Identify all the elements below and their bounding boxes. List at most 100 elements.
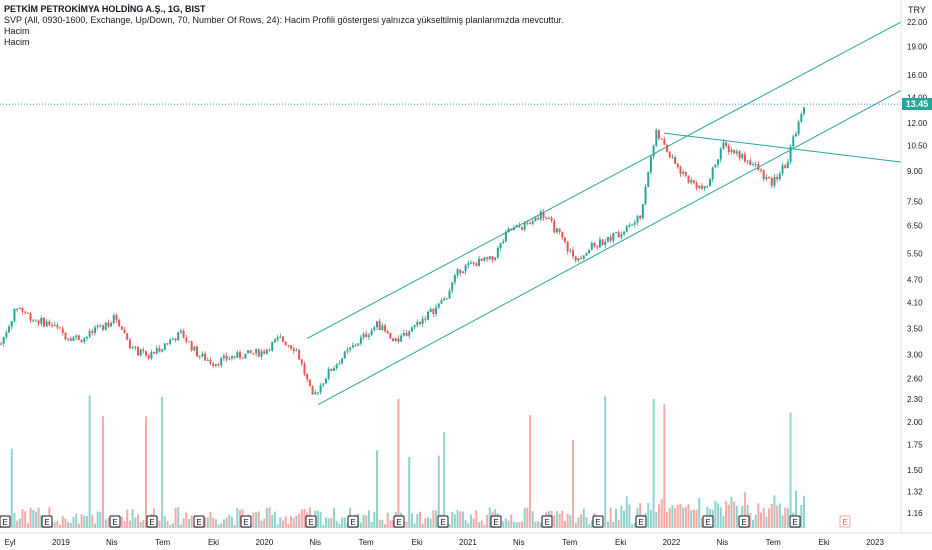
volume-bar xyxy=(730,496,733,528)
candle-body xyxy=(166,343,169,345)
time-tick-label: Eki xyxy=(615,538,626,547)
candle-body xyxy=(539,211,542,220)
volume-bar xyxy=(397,398,400,528)
earnings-marker-letter: E xyxy=(44,518,49,527)
candle-body xyxy=(67,338,70,340)
channel-trendlines[interactable] xyxy=(306,21,902,406)
candle-body xyxy=(341,358,344,364)
volume-bar xyxy=(93,523,96,528)
volume-bar xyxy=(416,514,419,528)
volume-bar xyxy=(287,523,290,528)
candle-body xyxy=(306,374,309,380)
candle-body xyxy=(445,298,448,300)
candle-body xyxy=(644,186,647,205)
earnings-marker xyxy=(393,515,405,528)
volume-bar xyxy=(21,509,24,528)
earnings-marker xyxy=(839,515,851,528)
candle-body xyxy=(526,222,529,224)
candle-body xyxy=(655,130,658,146)
candle-body xyxy=(5,332,8,337)
volume-bar xyxy=(639,502,642,528)
volume-bar xyxy=(566,513,569,528)
volume-bar xyxy=(690,510,693,528)
candle-body xyxy=(633,222,636,225)
volume-bar xyxy=(392,520,395,528)
candle-body xyxy=(550,217,553,221)
volume-bar xyxy=(134,517,137,528)
volume-bar xyxy=(749,512,752,528)
candle-body xyxy=(738,151,741,159)
legend-svp[interactable]: SVP (All, 0930-1600, Exchange, Up/Down, … xyxy=(4,15,564,25)
price-tick-label: 7.50 xyxy=(907,198,923,207)
price-tick-label: 2.60 xyxy=(907,374,923,383)
candle-body xyxy=(792,136,795,147)
volume-bar xyxy=(786,508,789,528)
price-tick-label: 16.00 xyxy=(907,71,928,80)
candle-body xyxy=(120,326,123,330)
price-axis[interactable]: 22.00 19.00 16.00 14.00 12.00 10.50 9.00 7.50 6.… xyxy=(907,18,928,518)
candle-body xyxy=(346,349,349,352)
candle-body xyxy=(2,336,5,344)
volume-bar xyxy=(700,517,703,528)
candle-body xyxy=(797,121,800,134)
earnings-marker-letter: E xyxy=(243,518,248,527)
candle-body xyxy=(155,348,158,354)
candlestick-series xyxy=(0,106,805,396)
candle-body xyxy=(220,358,223,366)
volume-bar xyxy=(268,507,271,528)
candle-body xyxy=(625,226,628,232)
volume-bar xyxy=(633,522,636,528)
volume-bar xyxy=(273,511,276,528)
time-axis[interactable]: Eyl 2019 Nis Tem Eki 2020 Nis Tem Eki 2021 Nis Tem E… xyxy=(4,538,884,547)
volume-bar xyxy=(56,520,59,528)
volume-bar xyxy=(222,519,225,528)
candle-body xyxy=(453,275,456,283)
candle-body xyxy=(566,241,569,252)
volume-bar xyxy=(472,518,475,528)
volume-bar xyxy=(606,521,609,528)
volume-bar xyxy=(239,509,242,528)
legend-volume-2[interactable]: Hacim xyxy=(4,37,30,47)
candle-body xyxy=(636,215,639,223)
volume-bar xyxy=(303,508,306,528)
volume-bar xyxy=(561,510,564,528)
volume-bar xyxy=(225,517,228,528)
volume-bar xyxy=(507,520,510,528)
candle-body xyxy=(789,146,792,162)
legend-volume-1[interactable]: Hacim xyxy=(4,26,30,36)
candle-body xyxy=(72,337,75,341)
volume-bar xyxy=(671,505,674,528)
candle-body xyxy=(687,175,690,183)
candle-body xyxy=(75,335,78,338)
time-tick-label: Eki xyxy=(411,538,422,547)
candle-body xyxy=(784,165,787,169)
candle-body xyxy=(456,269,459,276)
volume-bar xyxy=(91,515,94,528)
candle-body xyxy=(190,341,193,351)
candle-body xyxy=(169,339,172,344)
legend-title[interactable]: PETKİM PETROKİMYA HOLDİNG A.Ş., 1G, BIST xyxy=(4,4,206,14)
volume-bar xyxy=(145,416,148,528)
earnings-marker xyxy=(305,515,317,528)
candle-body xyxy=(598,239,601,248)
volume-bar xyxy=(292,517,295,528)
volume-bar xyxy=(230,516,233,528)
volume-bar xyxy=(126,509,129,528)
candle-body xyxy=(69,338,72,341)
price-tick-label: 22.00 xyxy=(907,18,928,27)
candle-body xyxy=(311,386,314,395)
candle-body xyxy=(370,330,373,336)
candle-body xyxy=(134,346,137,348)
volume-bar xyxy=(765,516,768,528)
candle-body xyxy=(668,151,671,158)
volume-bar xyxy=(375,450,378,528)
candle-body xyxy=(18,307,21,309)
earnings-marker xyxy=(240,515,252,528)
volume-bar xyxy=(174,507,177,528)
candle-body xyxy=(743,154,746,162)
candle-body xyxy=(585,253,588,256)
candle-body xyxy=(429,308,432,312)
earnings-marker xyxy=(41,515,53,528)
